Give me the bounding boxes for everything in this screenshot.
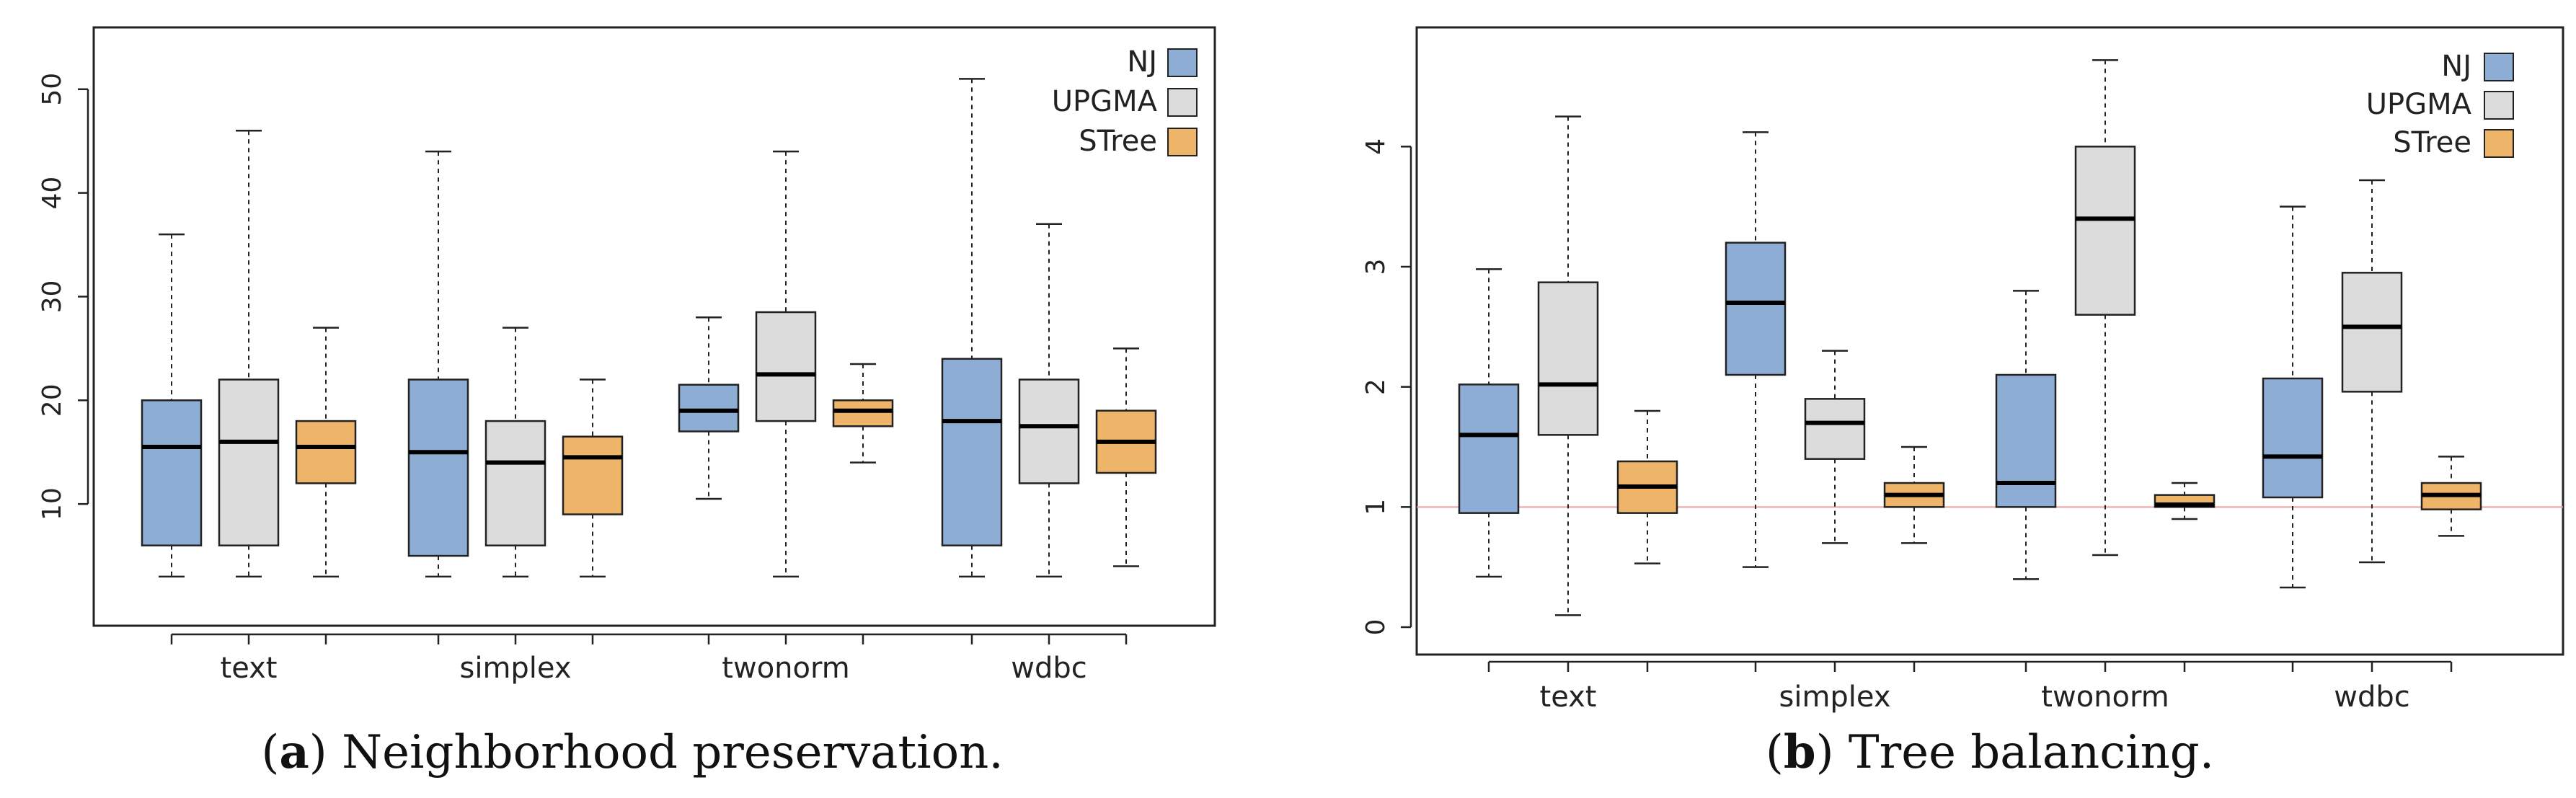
y-tick-label: 20	[37, 384, 67, 417]
box-iqr	[1018, 378, 1080, 484]
box-simplex-nj	[1725, 131, 1787, 568]
box-twonorm-nj	[678, 316, 740, 500]
legend-label-nj: NJ	[1127, 45, 1157, 79]
box-text-upgma	[1537, 115, 1599, 616]
box-iqr	[941, 358, 1003, 546]
legend-label-nj: NJ	[2441, 50, 2471, 83]
x-tick-label-wdbc: wdbc	[2334, 680, 2410, 714]
box-iqr	[1725, 241, 1787, 376]
box-iqr	[832, 399, 894, 427]
x-tick-label-wdbc: wdbc	[1011, 652, 1087, 685]
box-simplex-upgma	[1804, 350, 1866, 544]
legend-swatch-upgma	[2484, 91, 2514, 120]
y-tick-label: 1	[1361, 499, 1391, 515]
box-iqr	[2262, 377, 2324, 499]
y-tick-label: 4	[1361, 138, 1391, 155]
x-tick-twonorm: twonorm	[707, 634, 864, 685]
box-wdbc-stree	[1095, 347, 1157, 567]
box-iqr	[218, 378, 280, 546]
box-wdbc-nj	[941, 78, 1003, 578]
box-iqr	[755, 311, 817, 422]
box-text-nj	[141, 233, 203, 578]
panel-b-plot-frame	[1415, 26, 2564, 656]
x-tick-twonorm: twonorm	[2024, 662, 2186, 714]
y-tick-label: 50	[37, 73, 67, 106]
box-simplex-upgma	[484, 327, 546, 578]
legend-swatch-stree	[2484, 129, 2514, 158]
panel-a-letter: a	[279, 725, 309, 779]
x-tick-text: text	[1487, 662, 1649, 714]
x-tick-label-text: text	[1540, 680, 1597, 714]
y-tick-label: 30	[37, 280, 67, 314]
x-tick-label-simplex: simplex	[1779, 680, 1891, 714]
y-tick-label: 2	[1361, 378, 1391, 395]
panel-b-letter: b	[1784, 725, 1816, 779]
box-twonorm-upgma	[755, 150, 817, 578]
x-tick-label-twonorm: twonorm	[722, 652, 849, 685]
panel-a-plot-frame	[92, 26, 1216, 627]
box-iqr	[2074, 146, 2136, 316]
panel-b-boxes	[1458, 59, 2482, 616]
y-tick-label: 40	[37, 177, 67, 210]
box-simplex-stree	[562, 378, 624, 578]
x-tick-label-simplex: simplex	[460, 652, 572, 685]
box-iqr	[2341, 272, 2403, 393]
legend-label-upgma: UPGMA	[1052, 85, 1158, 118]
box-wdbc-stree	[2420, 456, 2482, 537]
x-tick-simplex: simplex	[1754, 662, 1916, 714]
panel-a-caption-text: Neighborhood preservation.	[342, 726, 1004, 779]
legend-label-stree: STree	[2393, 126, 2471, 159]
panel-b-legend: NJ UPGMA STree	[2366, 50, 2514, 159]
box-iqr	[407, 378, 469, 557]
legend-swatch-stree	[1167, 128, 1198, 156]
box-iqr	[484, 420, 546, 546]
panel-b: text simplex twonorm wdbc 0 1 2 3 4 NJ UPGMA STr…	[1361, 26, 2564, 779]
box-text-upgma	[218, 130, 280, 578]
box-wdbc-upgma	[1018, 223, 1080, 578]
box-wdbc-nj	[2262, 205, 2324, 589]
box-twonorm-stree	[832, 363, 894, 464]
box-twonorm-upgma	[2074, 59, 2136, 557]
box-text-stree	[295, 327, 357, 578]
box-iqr	[678, 384, 740, 433]
box-iqr	[1804, 398, 1866, 460]
box-twonorm-nj	[1995, 290, 2057, 580]
legend-swatch-upgma	[1167, 88, 1198, 117]
panel-b-caption-text: Tree balancing.	[1849, 726, 2214, 779]
box-simplex-nj	[407, 150, 469, 578]
x-tick-label-twonorm: twonorm	[2041, 680, 2169, 714]
box-iqr	[1995, 373, 2057, 508]
panel-b-axes: text simplex twonorm wdbc 0 1 2 3 4	[1361, 138, 2453, 714]
box-iqr	[1537, 281, 1599, 436]
box-twonorm-stree	[2154, 482, 2216, 520]
panel-a: text simplex twonorm wdbc 10 20 30 40 50 NJ UPGM…	[37, 26, 1216, 779]
box-text-nj	[1458, 268, 1520, 578]
panel-a-caption: (a) Neighborhood preservation.	[261, 725, 1003, 779]
x-tick-wdbc: wdbc	[970, 634, 1128, 685]
x-tick-simplex: simplex	[437, 634, 594, 685]
legend-swatch-nj	[2484, 53, 2514, 81]
box-text-stree	[1616, 409, 1678, 564]
x-tick-wdbc: wdbc	[2291, 662, 2453, 714]
panel-b-caption: (b) Tree balancing.	[1766, 725, 2214, 779]
panel-a-legend: NJ UPGMA STree	[1052, 45, 1198, 158]
y-tick-label: 3	[1361, 259, 1391, 275]
x-tick-text: text	[170, 634, 327, 685]
box-wdbc-upgma	[2341, 179, 2403, 564]
box-iqr	[1458, 384, 1520, 514]
panel-a-boxes	[141, 78, 1157, 578]
y-tick-label: 0	[1361, 619, 1391, 636]
y-tick-label: 10	[37, 487, 67, 520]
panel-a-axes: text simplex twonorm wdbc 10 20 30 40 50	[37, 73, 1128, 685]
box-iqr	[295, 420, 357, 484]
box-simplex-stree	[1883, 445, 1945, 544]
box-iqr	[141, 399, 203, 546]
legend-label-upgma: UPGMA	[2366, 88, 2472, 121]
legend-swatch-nj	[1167, 48, 1198, 77]
x-tick-label-text: text	[221, 652, 278, 685]
box-iqr	[562, 435, 624, 515]
legend-label-stree: STree	[1079, 125, 1157, 158]
